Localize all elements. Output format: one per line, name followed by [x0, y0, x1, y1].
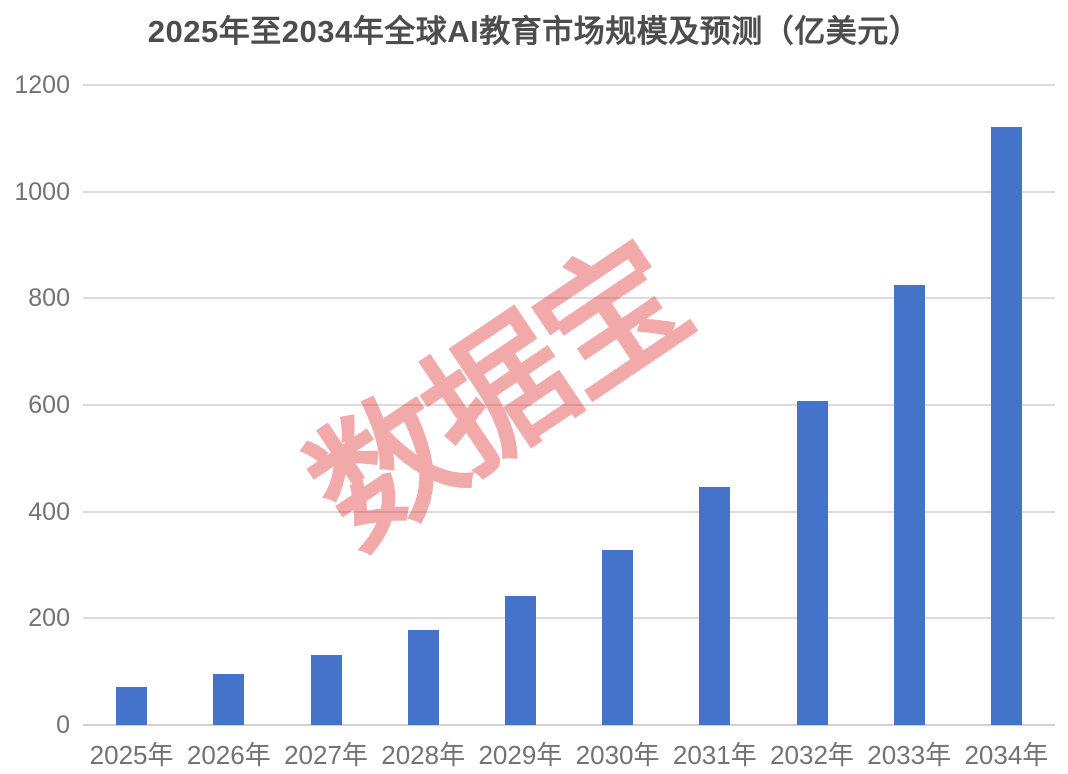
gridline [83, 617, 1055, 620]
x-tick-label: 2025年 [89, 740, 174, 770]
bar-2030年 [602, 550, 634, 725]
bar-2033年 [893, 284, 925, 725]
x-tick-label: 2026年 [186, 740, 271, 770]
y-tick-label: 0 [56, 711, 70, 739]
bar-2034年 [990, 126, 1022, 725]
bar-2025年 [116, 687, 148, 725]
bar-2032年 [796, 401, 828, 725]
gridline [83, 404, 1055, 406]
gridline [83, 190, 1055, 193]
bar-2029年 [504, 596, 536, 725]
gridline [83, 510, 1055, 513]
y-tick-label: 800 [28, 284, 70, 313]
x-tick-label: 2029年 [478, 740, 563, 770]
x-tick-label: 2031年 [672, 740, 757, 770]
x-tick-label: 2027年 [284, 740, 368, 770]
x-axis-line [83, 724, 1055, 726]
y-tick-label: 200 [28, 604, 70, 633]
y-tick-label: 1200 [14, 71, 70, 99]
x-tick-label: 2034年 [964, 740, 1049, 770]
bar-2031年 [699, 487, 731, 725]
bar-2026年 [213, 673, 245, 725]
y-tick-label: 1000 [14, 177, 70, 206]
x-tick-label: 2032年 [770, 740, 854, 770]
x-tick-label: 2028年 [381, 740, 466, 770]
x-tick-label: 2030年 [575, 740, 660, 770]
bar-2027年 [310, 655, 342, 725]
bar-2028年 [407, 630, 439, 725]
y-tick-label: 600 [28, 391, 70, 419]
x-tick-label: 2033年 [867, 740, 952, 770]
gridline [83, 84, 1055, 86]
chart-title: 2025年至2034年全球AI教育市场规模及预测（亿美元） [147, 14, 921, 49]
gridline [83, 297, 1055, 300]
y-tick-label: 400 [28, 497, 70, 526]
